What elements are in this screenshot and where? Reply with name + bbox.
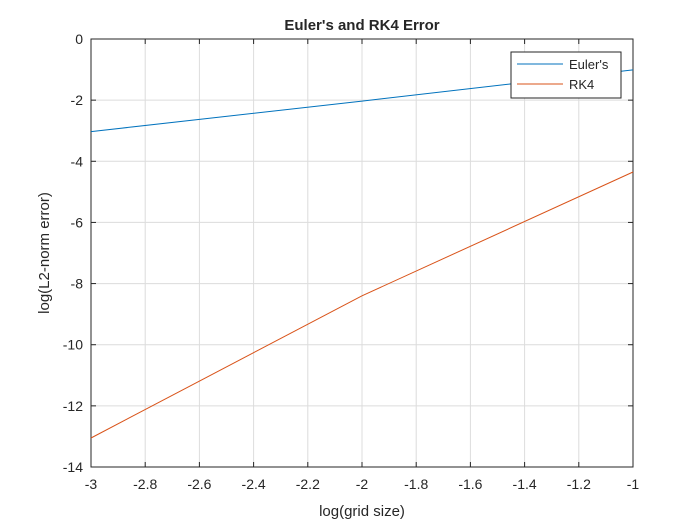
x-tick-label: -1.6 [458,476,482,492]
axis-ticks: -3 -2.8 -2.6 -2.4 -2.2 -2 -1.8 -1.6 -1.4 -1.2 -10-… [63,31,640,492]
x-tick-label: -2 [356,476,369,492]
y-tick-label: -2 [71,92,84,108]
y-tick-label: -12 [63,398,83,414]
y-tick-label: -8 [71,276,84,292]
y-axis-label: log(L2-norm error) [36,192,53,314]
legend-label: RK4 [569,77,594,92]
legend-box [510,51,622,99]
y-tick-label: -6 [71,214,84,230]
y-tick-label: -14 [63,459,83,475]
x-tick-label: -1.8 [404,476,428,492]
x-tick-label: -1.2 [567,476,591,492]
x-tick-label: -1 [627,476,640,492]
legend-label: Euler's [569,57,609,72]
x-tick-label: -2.8 [133,476,157,492]
chart-title: Euler's and RK4 Error [284,17,439,34]
x-tick-label: -2.4 [242,476,266,492]
y-tick-label: 0 [75,31,83,47]
x-tick-label: -3 [85,476,98,492]
x-tick-label: -2.2 [296,476,320,492]
y-tick-label: -10 [63,337,83,353]
legend: Euler's RK4 [510,51,622,99]
x-axis-label: log(grid size) [319,503,405,520]
series-line-rk4 [90,171,634,439]
x-tick-label: -2.6 [187,476,211,492]
y-tick-label: -4 [71,153,84,169]
x-tick-label: -1.4 [513,476,537,492]
